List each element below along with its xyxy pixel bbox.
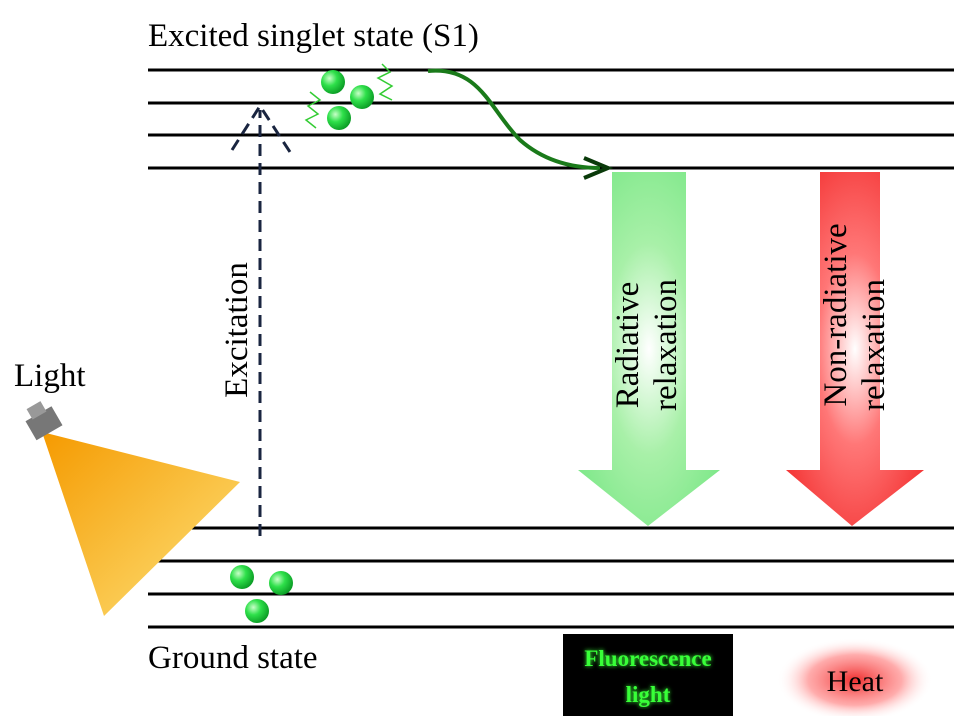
ground-state-label: Ground state <box>148 640 318 676</box>
excitation-label: Excitation <box>219 262 255 398</box>
diagram: Excited singlet state (S1) Light Excitat… <box>0 0 954 716</box>
lamp <box>21 398 63 441</box>
radiative-label-1: Radiative <box>610 282 646 408</box>
excited-state-label: Excited singlet state (S1) <box>148 18 479 54</box>
relaxation-curve <box>428 71 608 178</box>
light-beam <box>42 432 240 616</box>
non-radiative-label-1: Non-radiative <box>818 223 854 406</box>
fluorescence-label-1: Fluorescence <box>584 646 711 671</box>
radiative-label-2: relaxation <box>648 279 684 411</box>
non-radiative-label-2: relaxation <box>856 279 892 411</box>
excited-molecules <box>306 64 392 130</box>
light-label: Light <box>14 358 86 394</box>
heat-label: Heat <box>827 665 884 698</box>
non-radiative-arrow <box>786 172 924 526</box>
fluorescence-label-2: light <box>626 682 671 707</box>
